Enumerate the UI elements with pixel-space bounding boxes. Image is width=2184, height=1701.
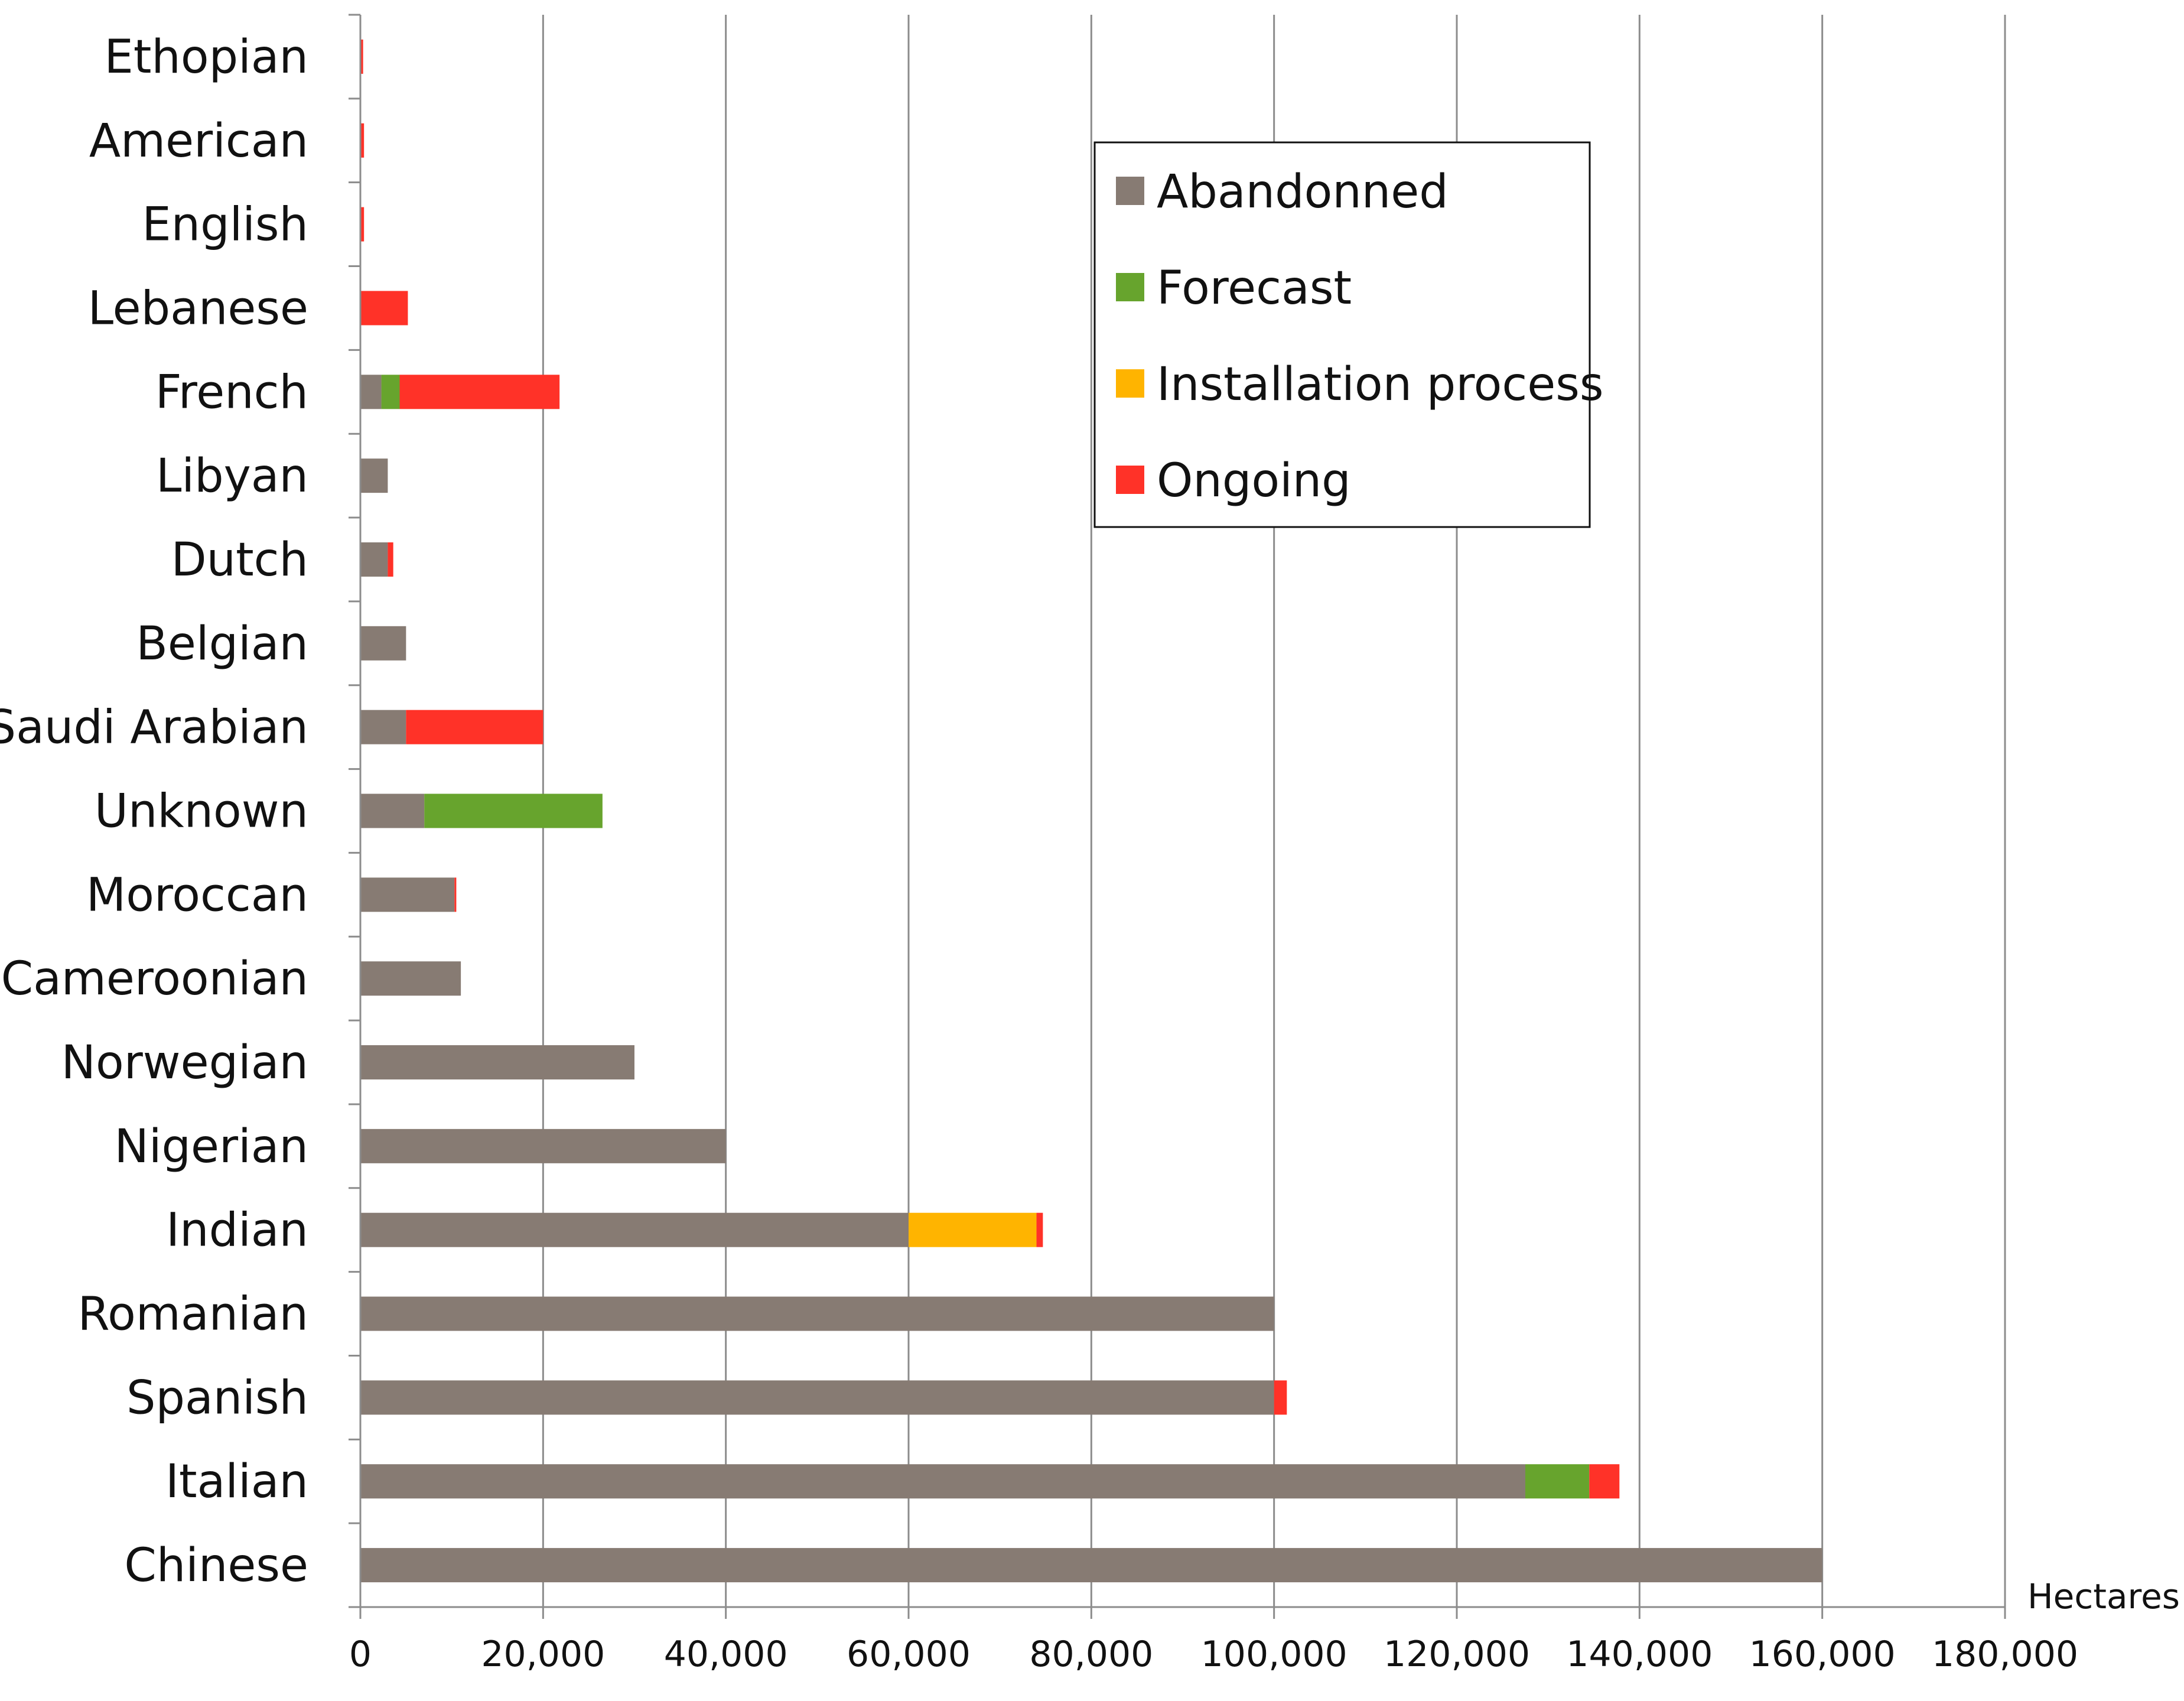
category-label: Moroccan (86, 869, 308, 922)
bar-segment (1274, 1380, 1287, 1415)
category-label: English (142, 199, 308, 252)
bar-segment (1036, 1212, 1043, 1247)
category-label: Italian (165, 1455, 308, 1508)
x-tick-label: 40,000 (664, 1634, 788, 1675)
bar-segment (909, 1212, 1037, 1247)
bar-segment (424, 793, 603, 828)
category-label: Cameroonian (1, 952, 308, 1006)
category-label: Nigerian (115, 1120, 309, 1173)
category-label: American (89, 115, 308, 168)
category-label: Lebanese (88, 282, 308, 335)
bar-segment (360, 1548, 1822, 1583)
x-tick-label: 0 (349, 1634, 372, 1675)
bar-segment (360, 626, 406, 661)
category-label: Ethopian (105, 31, 308, 84)
bar-segment (1589, 1464, 1620, 1499)
bar-segment (360, 710, 406, 744)
legend-label: Forecast (1157, 262, 1352, 315)
bar-segment (360, 123, 364, 158)
x-tick-label: 120,000 (1384, 1634, 1530, 1675)
category-label: Spanish (126, 1371, 308, 1424)
bar-segment (360, 542, 388, 577)
x-tick-label: 20,000 (481, 1634, 605, 1675)
category-label: French (155, 366, 308, 419)
bar-segment (360, 375, 382, 409)
category-label: Chinese (124, 1539, 308, 1592)
bar-segment (360, 1380, 1274, 1415)
bar-segment (406, 710, 543, 744)
bar-segment (454, 877, 457, 912)
category-label: Dutch (171, 534, 308, 587)
bar-segment (360, 1464, 1525, 1499)
bar-segment (360, 458, 388, 493)
bar-segment (360, 1212, 909, 1247)
x-tick-label: 60,000 (847, 1634, 971, 1675)
legend-swatch (1116, 177, 1144, 205)
category-label: Unknown (95, 785, 308, 838)
x-tick-labels: 0 20,000 40,000 60,000 80,000 100,000 120,000 1… (349, 1634, 2078, 1675)
category-label: Belgian (136, 617, 308, 671)
bar-segment (388, 542, 393, 577)
legend: Abandonned Forecast Installation process On… (1093, 141, 1604, 528)
category-label: Romanian (77, 1288, 308, 1341)
axes (349, 14, 2006, 1619)
x-tick-label: 160,000 (1749, 1634, 1896, 1675)
legend-swatch (1116, 369, 1144, 398)
x-tick-label: 140,000 (1566, 1634, 1713, 1675)
bar-segment (360, 877, 455, 912)
bar-segment (360, 39, 363, 74)
bar-segment (360, 207, 364, 242)
legend-label: Abandonned (1157, 165, 1449, 219)
legend-swatch (1116, 466, 1144, 494)
bar-segment (360, 1045, 634, 1080)
bar-segment (360, 1296, 1274, 1331)
legend-label: Installation process (1157, 358, 1604, 411)
category-labels: Ethopian American English Lebanese French Lib… (0, 31, 308, 1592)
legend-label: Ongoing (1157, 454, 1351, 508)
x-tick-label: 80,000 (1029, 1634, 1153, 1675)
bar-segment (360, 793, 425, 828)
x-axis-unit-label: Hectares (2027, 1576, 2180, 1617)
legend-swatch (1116, 273, 1144, 301)
x-tick-label: 100,000 (1201, 1634, 1347, 1675)
bar-segment (381, 375, 400, 409)
bar-segment (360, 291, 408, 326)
bar-segment (360, 1128, 726, 1163)
x-tick-label: 180,000 (1932, 1634, 2078, 1675)
category-label: Indian (166, 1204, 308, 1257)
bars (360, 39, 1822, 1583)
bar-segment (1525, 1464, 1590, 1499)
bar-segment (399, 375, 560, 409)
bar-segment (360, 961, 461, 996)
category-label: Norwegian (61, 1036, 308, 1089)
category-label: Libyan (156, 450, 308, 503)
category-label: Saudi Arabian (0, 701, 308, 754)
legend-box (1093, 141, 1591, 528)
